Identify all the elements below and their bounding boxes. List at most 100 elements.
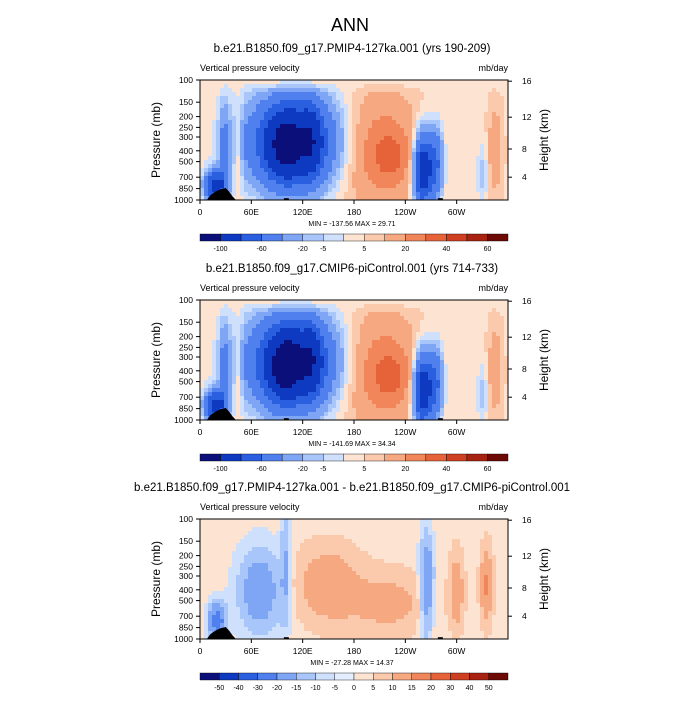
- heatmap-cell: [264, 360, 268, 364]
- heatmap-cell: [232, 392, 236, 396]
- heatmap-cell: [400, 156, 404, 160]
- heatmap-cell: [468, 308, 472, 312]
- heatmap-cell: [496, 320, 500, 324]
- heatmap-cell: [408, 148, 412, 152]
- heatmap-cell: [292, 376, 296, 380]
- heatmap-cell: [212, 140, 216, 144]
- heatmap-cell: [496, 148, 500, 152]
- heatmap-cell: [276, 192, 280, 196]
- heatmap-cell: [352, 368, 356, 372]
- heatmap-cell: [368, 168, 372, 172]
- heatmap-cell: [304, 384, 308, 388]
- heatmap-cell: [264, 92, 268, 96]
- heatmap-cell: [484, 392, 488, 396]
- heatmap-cell: [432, 144, 436, 148]
- heatmap-cell: [312, 128, 316, 132]
- heatmap-cell: [364, 120, 368, 124]
- heatmap-cell: [272, 160, 276, 164]
- heatmap-cell: [304, 372, 308, 376]
- heatmap-cell: [412, 332, 416, 336]
- heatmap-cell: [440, 180, 444, 184]
- heatmap-cell: [208, 332, 212, 336]
- heatmap-cell: [420, 144, 424, 148]
- heatmap-cell: [368, 160, 372, 164]
- heatmap-cell: [316, 360, 320, 364]
- heatmap-cell: [276, 148, 280, 152]
- heatmap-cell: [248, 328, 252, 332]
- heatmap-cell: [496, 128, 500, 132]
- heatmap-cell: [424, 364, 428, 368]
- heatmap-cell: [496, 332, 500, 336]
- heatmap-cell: [288, 156, 292, 160]
- heatmap-cell: [480, 132, 484, 136]
- heatmap-cell: [288, 376, 292, 380]
- heatmap-cell: [336, 372, 340, 376]
- heatmap-cell: [376, 364, 380, 368]
- heatmap-cell: [424, 156, 428, 160]
- heatmap-cell: [480, 104, 484, 108]
- heatmap-cell: [384, 188, 388, 192]
- heatmap-cell: [480, 388, 484, 392]
- heatmap-cell: [484, 364, 488, 368]
- heatmap-cell: [484, 404, 488, 408]
- heatmap-cell: [280, 340, 284, 344]
- heatmap-cell: [372, 148, 376, 152]
- heatmap-cell: [464, 304, 468, 308]
- heatmap-cell: [256, 344, 260, 348]
- heatmap-cell: [400, 344, 404, 348]
- heatmap-cell: [208, 168, 212, 172]
- heatmap-cell: [392, 396, 396, 400]
- heatmap-cell: [464, 324, 468, 328]
- heatmap-cell: [460, 112, 464, 116]
- heatmap-cell: [368, 392, 372, 396]
- heatmap-cell: [468, 324, 472, 328]
- heatmap-cell: [372, 340, 376, 344]
- heatmap-cell: [332, 192, 336, 196]
- heatmap-cell: [336, 312, 340, 316]
- heatmap-cell: [456, 136, 460, 140]
- heatmap-cell: [316, 388, 320, 392]
- heatmap-cell: [452, 324, 456, 328]
- heatmap-cell: [328, 120, 332, 124]
- heatmap-cell: [204, 140, 208, 144]
- heatmap-cell: [460, 316, 464, 320]
- heatmap-cell: [312, 320, 316, 324]
- heatmap-cell: [396, 112, 400, 116]
- heatmap-cell: [228, 128, 232, 132]
- heatmap-cell: [220, 144, 224, 148]
- heatmap-cell: [280, 380, 284, 384]
- heatmap-cell: [248, 96, 252, 100]
- heatmap-cell: [452, 112, 456, 116]
- heatmap-cell: [280, 188, 284, 192]
- heatmap-cell: [392, 360, 396, 364]
- heatmap-cell: [500, 304, 504, 308]
- heatmap-cell: [208, 619, 212, 623]
- heatmap-cell: [380, 356, 384, 360]
- heatmap-cell: [200, 152, 204, 156]
- heatmap-cell: [436, 352, 440, 356]
- heatmap-cell: [500, 396, 504, 400]
- heatmap-cell: [396, 352, 400, 356]
- heatmap-cell: [380, 88, 384, 92]
- heatmap-cell: [352, 308, 356, 312]
- heatmap-cell: [452, 300, 456, 304]
- heatmap-cell: [388, 408, 392, 412]
- heatmap-cell: [232, 116, 236, 120]
- heatmap-cell: [496, 372, 500, 376]
- heatmap-cell: [288, 336, 292, 340]
- heatmap-cell: [280, 404, 284, 408]
- heatmap-cell: [352, 188, 356, 192]
- heatmap-cell: [296, 188, 300, 192]
- heatmap-cell: [440, 184, 444, 188]
- heatmap-cell: [468, 156, 472, 160]
- heatmap-cell: [200, 603, 204, 607]
- heatmap-cell: [252, 108, 256, 112]
- heatmap-cell: [468, 340, 472, 344]
- heatmap-cell: [228, 172, 232, 176]
- heatmap-cell: [352, 80, 356, 84]
- heatmap-cell: [360, 120, 364, 124]
- heatmap-cell: [336, 188, 340, 192]
- heatmap-cell: [204, 108, 208, 112]
- heatmap-cell: [212, 575, 216, 579]
- heatmap-cell: [376, 396, 380, 400]
